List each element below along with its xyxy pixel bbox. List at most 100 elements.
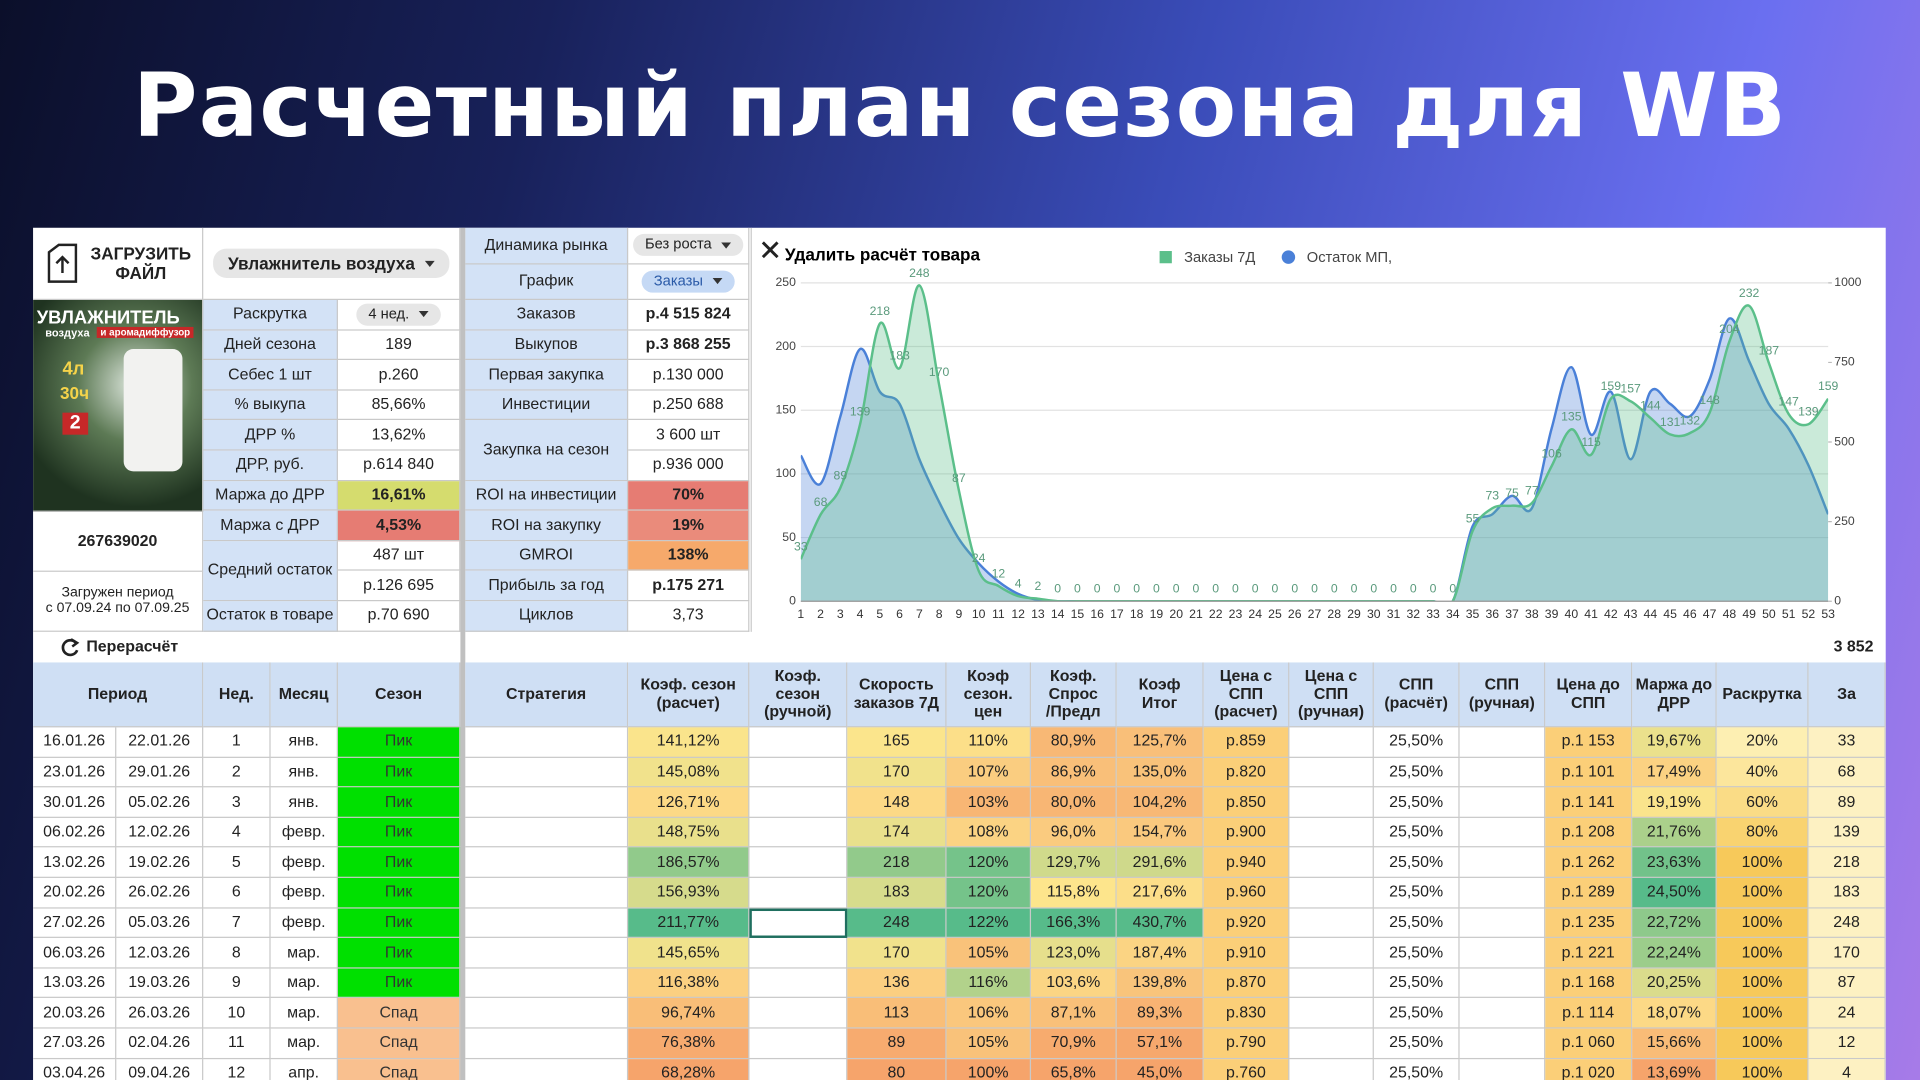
delete-button[interactable]: Удалить расчёт товара <box>761 241 981 264</box>
table-cell: 156,93% <box>628 877 750 909</box>
table-cell: 4 <box>1808 1058 1886 1080</box>
table-cell: 218 <box>847 847 947 878</box>
data-label: 0 <box>1153 582 1160 596</box>
table-cell: 68 <box>1808 757 1886 788</box>
table-cell: 23,63% <box>1632 847 1717 878</box>
recalc-total: 3 852 <box>1833 636 1874 656</box>
x-tick-label: 24 <box>1248 607 1262 621</box>
x-tick-label: 43 <box>1624 607 1638 621</box>
dropdown-text: Заказы <box>653 271 703 289</box>
dropdown[interactable]: Увлажнитель воздуха <box>213 248 450 279</box>
table-cell: 11 <box>203 1028 271 1059</box>
x-tick-label: 7 <box>916 607 923 621</box>
column-header: Коэф Итог <box>1116 662 1204 728</box>
x-tick-label: 48 <box>1723 607 1737 621</box>
x-tick-label: 2 <box>817 607 824 621</box>
table-cell: 100% <box>1716 938 1809 969</box>
table-cell: р.1 262 <box>1545 847 1633 878</box>
table-cell: 25,50% <box>1373 847 1460 878</box>
table-cell <box>1459 847 1546 878</box>
table-cell: 100% <box>1716 908 1809 939</box>
column-header: Нед. <box>203 662 271 728</box>
table-cell: 123,0% <box>1031 938 1117 969</box>
table-cell: 108% <box>946 817 1032 848</box>
table-cell: 19.03.26 <box>116 968 204 999</box>
x-tick-label: 38 <box>1525 607 1539 621</box>
dropdown[interactable]: 4 нед. <box>356 303 442 326</box>
table-cell: 187,4% <box>1116 938 1204 969</box>
table-cell: 05.03.26 <box>116 908 204 939</box>
table-cell: 06.02.26 <box>33 817 117 848</box>
x-tick-label: 27 <box>1308 607 1322 621</box>
table-cell: мар. <box>270 938 338 969</box>
table-cell: 19.02.26 <box>116 847 204 878</box>
table-cell <box>1289 727 1374 758</box>
table-cell <box>749 938 848 969</box>
table-cell <box>1459 938 1546 969</box>
param-value: 3,73 <box>628 601 750 632</box>
table-cell: 20,25% <box>1632 968 1717 999</box>
table-cell: 21,76% <box>1632 817 1717 848</box>
table-cell: 25,50% <box>1373 908 1460 939</box>
upload-icon <box>47 243 78 283</box>
x-tick-label: 39 <box>1545 607 1559 621</box>
data-label: 218 <box>870 304 891 318</box>
table-cell: янв. <box>270 757 338 788</box>
table-cell: 57,1% <box>1116 1028 1204 1059</box>
image-text: УВЛАЖНИТЕЛЬ <box>36 307 180 329</box>
table-cell: 30.01.26 <box>33 787 117 818</box>
dropdown[interactable]: Без роста <box>632 234 744 257</box>
table-cell: апр. <box>271 1058 338 1080</box>
param-value: р.175 271 <box>628 571 750 602</box>
param-label: Первая закупка <box>465 360 629 391</box>
upload-button[interactable]: ЗАГРУЗИТЬ ФАЙЛ <box>33 227 204 301</box>
table-cell <box>465 877 629 909</box>
table-cell: 6 <box>203 877 271 909</box>
data-label: 248 <box>909 266 930 280</box>
table-cell: 120% <box>946 877 1032 909</box>
table-cell: 148 <box>847 787 947 818</box>
x-tick-label: 25 <box>1268 607 1282 621</box>
table-cell: Пик <box>337 877 461 909</box>
x-tick-label: 31 <box>1387 607 1401 621</box>
data-label: 4 <box>1015 577 1022 591</box>
table-cell <box>1459 877 1546 909</box>
param-label: Закупка на сезон <box>465 420 629 481</box>
table-cell: р.900 <box>1203 817 1290 848</box>
y-tick-label: 0 <box>789 593 796 607</box>
y-tick-label: 250 <box>775 275 796 289</box>
delete-text: Удалить расчёт товара <box>785 244 981 264</box>
recalc-button[interactable]: Перерасчёт <box>33 632 203 663</box>
table-cell: 113 <box>847 998 947 1029</box>
table-cell: 22,24% <box>1632 938 1717 969</box>
x-tick-label: 29 <box>1347 607 1361 621</box>
table-cell: р.920 <box>1203 908 1290 939</box>
x-tick-label: 18 <box>1130 607 1144 621</box>
table-cell: р.850 <box>1203 787 1290 818</box>
table-cell <box>1459 968 1546 999</box>
table-cell: 24,50% <box>1632 877 1717 909</box>
upload-text: ЗАГРУЗИТЬ ФАЙЛ <box>90 243 192 283</box>
table-cell <box>1459 908 1546 939</box>
x-tick-label: 17 <box>1110 607 1124 621</box>
table-cell: р.1 141 <box>1545 787 1633 818</box>
table-cell: 103,6% <box>1031 968 1117 999</box>
table-cell: 105% <box>946 938 1032 969</box>
column-header: Скорость заказов 7Д <box>847 662 947 728</box>
x-tick-label: 46 <box>1683 607 1697 621</box>
y-tick-label: 100 <box>775 466 796 480</box>
x-tick-label: 11 <box>992 607 1005 621</box>
table-cell: 115,8% <box>1031 877 1117 909</box>
table-cell: мар. <box>270 1028 338 1059</box>
table-cell: 25,50% <box>1373 817 1460 848</box>
table-cell: 20% <box>1716 727 1809 758</box>
table-cell: Пик <box>337 938 461 969</box>
param-label: Средний остаток <box>203 540 338 602</box>
x-tick-label: 28 <box>1327 607 1341 621</box>
table-cell: 87 <box>1808 968 1886 999</box>
param-label: Остаток в товаре <box>203 601 338 632</box>
dropdown[interactable]: Заказы <box>641 270 735 293</box>
table-cell: 19,67% <box>1632 727 1717 758</box>
table-cell: 105% <box>946 1028 1032 1059</box>
table-cell <box>1289 757 1374 788</box>
